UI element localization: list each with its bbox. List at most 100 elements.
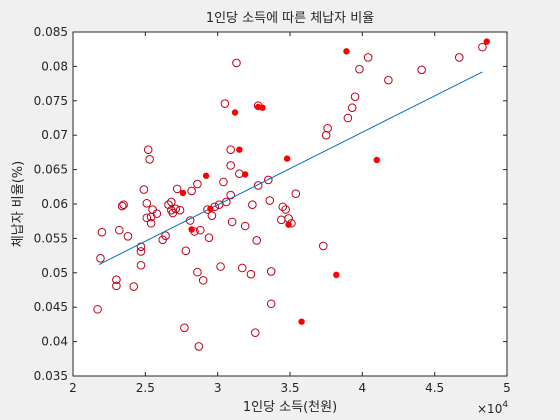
y-tick-label: 0.07	[41, 128, 68, 142]
scatter-point-filled	[231, 109, 239, 116]
scatter-point-filled	[241, 171, 249, 178]
scatter-point-filled	[483, 38, 490, 45]
scatter-point-open	[112, 275, 121, 284]
scatter-point-open	[216, 262, 225, 271]
scatter-point-open	[321, 130, 331, 140]
scatter-point-filled	[298, 318, 305, 325]
scatter-point-open	[323, 124, 332, 133]
scatter-point-open	[152, 209, 162, 218]
scatter-point-filled	[236, 146, 243, 153]
scatter-point-open	[142, 199, 152, 208]
scatter-point-open	[136, 242, 146, 251]
scatter-point-open	[196, 225, 205, 235]
scatter-point-open	[417, 65, 426, 75]
scatter-point-filled	[373, 156, 380, 164]
x-tick-label: 3.5	[280, 381, 299, 395]
scatter-point-open	[246, 269, 256, 279]
scatter-point-open	[93, 304, 102, 314]
y-tick-label: 0.055	[34, 231, 68, 245]
scatter-point-open	[266, 267, 276, 276]
scatter-point-open	[454, 53, 464, 62]
x-axis-exponent: ×104	[477, 400, 508, 416]
scatter-point-open	[347, 103, 357, 112]
scatter-point-open	[252, 236, 262, 245]
scatter-point-open	[207, 211, 217, 220]
scatter-point-open	[291, 189, 301, 198]
scatter-point-open	[232, 58, 241, 68]
scatter-point-open	[96, 254, 105, 263]
scatter-point-open	[97, 227, 107, 237]
x-tick-label: 4.5	[425, 381, 444, 395]
scatter-point-open	[219, 177, 228, 187]
scatter-point-open	[214, 200, 224, 209]
scatter-point-open	[161, 231, 170, 240]
scatter-point-open	[164, 200, 173, 209]
plot-area	[73, 32, 507, 376]
scatter-point-open	[250, 328, 260, 337]
scatter-point-open	[119, 200, 128, 209]
scatter-point-open	[227, 217, 237, 227]
y-tick-label: 0.05	[41, 266, 68, 280]
y-tick-label: 0.075	[34, 94, 68, 108]
x-tick-label: 5	[503, 381, 511, 395]
scatter-point-open	[146, 218, 156, 228]
scatter-point-open	[117, 201, 127, 211]
scatter-point-open	[193, 267, 202, 277]
x-tick-label: 3	[214, 381, 222, 395]
scatter-point-open	[187, 186, 196, 196]
scatter-point-open	[180, 323, 189, 333]
scatter-point-open	[350, 92, 360, 101]
x-tick-label: 2.5	[136, 381, 155, 395]
scatter-point-open	[281, 205, 290, 214]
scatter-point-filled	[202, 172, 210, 179]
scatter-point-open	[142, 213, 152, 223]
scatter-point-open	[278, 202, 288, 212]
scatter-point-open	[198, 276, 208, 285]
y-tick-label: 0.04	[41, 335, 68, 349]
scatter-point-open	[318, 241, 328, 251]
scatter-point-open	[343, 113, 353, 123]
fit-line	[98, 71, 483, 265]
scatter-point-open	[204, 233, 214, 243]
scatter-point-open	[193, 179, 202, 189]
scatter-point-open	[136, 247, 146, 256]
axes: 2 2.5 3 3.5 4 4.5 5 0.035 0.04 0.045 0.05 0.055 0.06…	[34, 25, 511, 395]
scatter-point-open	[139, 185, 149, 194]
scatter-point-open	[136, 260, 146, 270]
scatter-point-open	[123, 232, 133, 241]
scatter-point-filled	[333, 271, 340, 279]
y-tick-label: 0.065	[34, 163, 68, 177]
scatter-point-open	[226, 161, 235, 170]
scatter-point-open	[264, 175, 273, 185]
scatter-point-open	[181, 246, 191, 256]
scatter-point-open	[384, 75, 393, 85]
scatter-point-open	[363, 53, 373, 62]
scatter-point-open	[265, 196, 275, 205]
scatter-point-filled	[207, 205, 214, 213]
scatter-point-open	[129, 282, 139, 291]
scatter-point-open	[167, 197, 176, 207]
scatter-point-filled	[283, 155, 291, 162]
scatter-point-filled	[343, 48, 350, 55]
scatter-point-open	[478, 42, 487, 52]
y-tick-label: 0.08	[41, 59, 68, 73]
scatter-point-filled	[188, 226, 195, 233]
y-tick-label: 0.06	[41, 197, 68, 211]
scatter-point-open	[248, 200, 257, 209]
x-axis-label: 1인당 소득(천원)	[243, 400, 337, 415]
y-axis-label: 체납자 비율(%)	[11, 161, 26, 247]
scatter-point-open	[253, 181, 263, 190]
data-points	[93, 38, 490, 351]
x-exponent-base: ×10	[477, 402, 502, 416]
scatter-point-open	[240, 221, 250, 231]
scatter-point-filled	[285, 221, 292, 228]
scatter-point-open	[145, 154, 154, 164]
scatter-point-open	[112, 281, 121, 291]
chart-title: 1인당 소득에 따른 체납자 비율	[206, 11, 374, 26]
scatter-point-open	[237, 263, 247, 273]
x-exponent-power: 4	[502, 400, 508, 410]
scatter-point-open	[266, 299, 276, 309]
scatter-point-open	[114, 225, 124, 235]
y-tick-label: 0.035	[34, 369, 68, 383]
